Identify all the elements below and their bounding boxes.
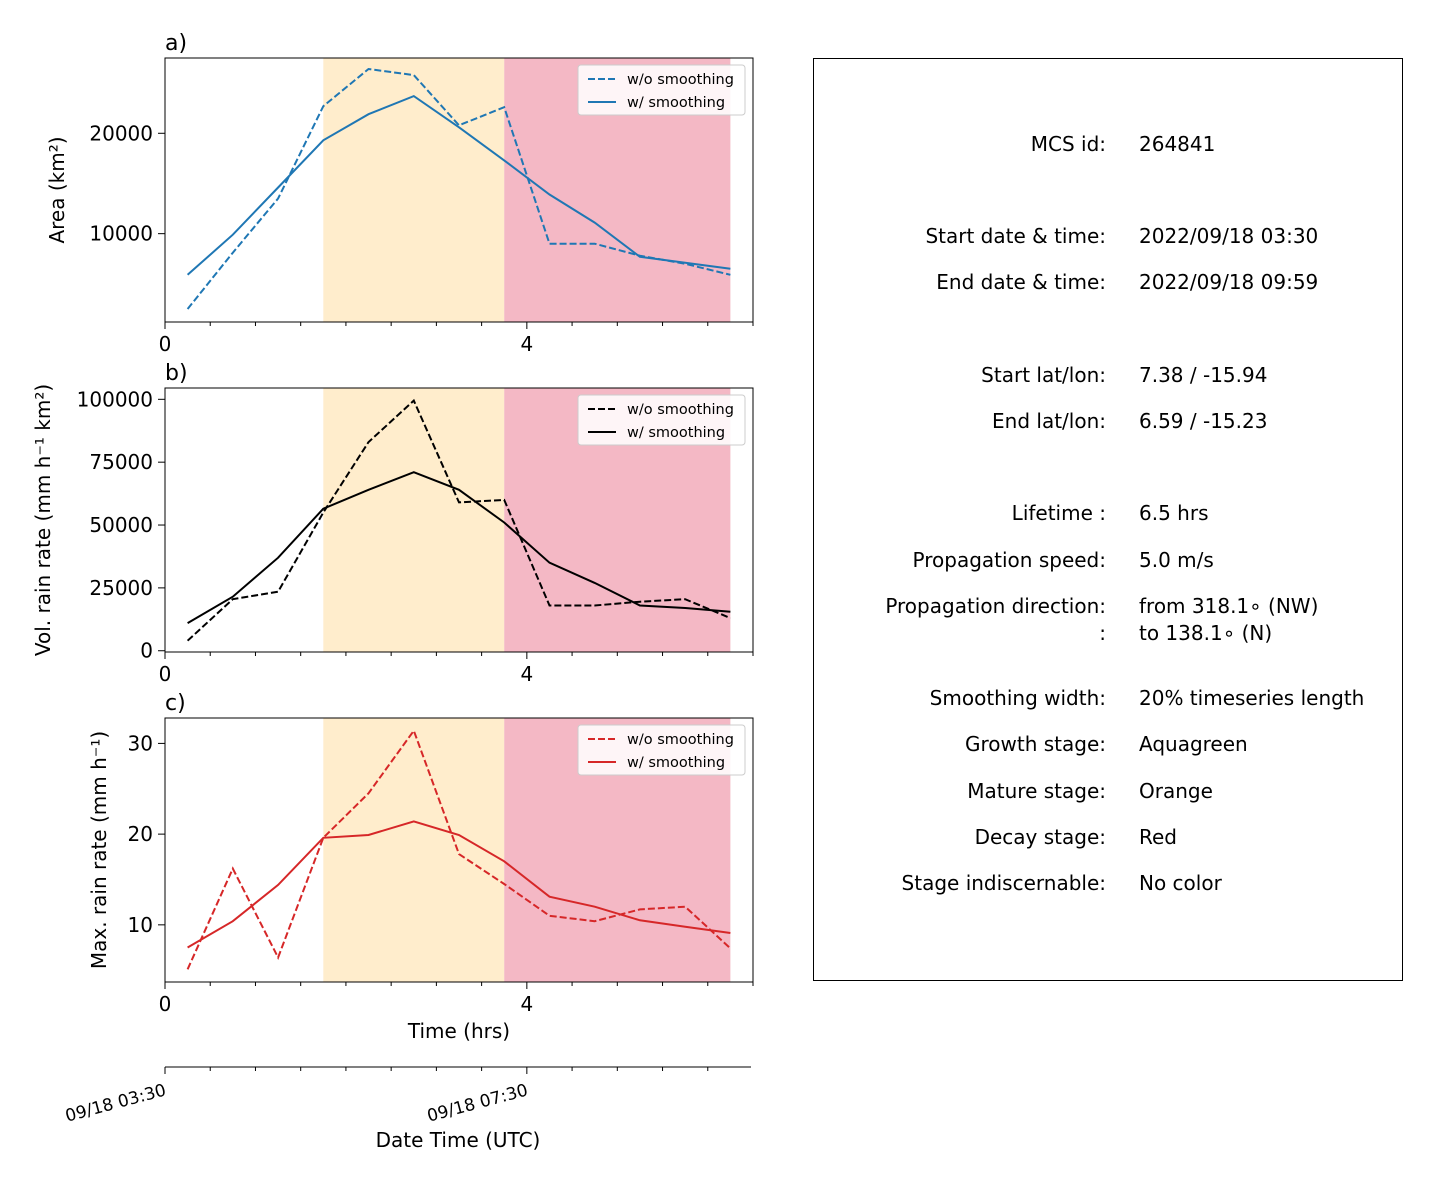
series-line-raw <box>186 728 732 970</box>
series-line-raw <box>186 398 731 642</box>
info-label: Stage indiscernable: <box>901 871 1106 895</box>
info-label: Propagation speed: <box>912 548 1106 572</box>
info-value: 6.59 / -15.23 <box>1139 409 1268 433</box>
legend-box <box>577 394 746 446</box>
info-label: Mature stage: <box>967 779 1106 803</box>
info-value: 2022/09/18 03:30 <box>1139 224 1319 248</box>
series-line-smoothed <box>186 94 731 276</box>
x-axis-label: Time (hrs) <box>407 1019 510 1043</box>
x-tick-label: 4 <box>520 662 533 686</box>
info-label: Smoothing width: <box>929 686 1106 710</box>
legend-label: w/o smoothing <box>627 732 734 748</box>
info-value: Orange <box>1139 779 1213 803</box>
y-axis-label: Max. rain rate (mm h⁻¹) <box>87 731 111 969</box>
y-tick-label: 25000 <box>89 576 153 600</box>
panel-tag: a) <box>165 31 187 56</box>
info-label: Growth stage: <box>964 732 1106 756</box>
info-value: 6.5 hrs <box>1139 501 1209 525</box>
info-label: Start lat/lon: <box>981 363 1106 387</box>
info-value: 5.0 m/s <box>1139 548 1214 572</box>
info-label: Start date & time: <box>925 224 1106 248</box>
info-value: 264841 <box>1139 132 1216 156</box>
info-value: Aquagreen <box>1139 732 1248 756</box>
x-tick-label: 4 <box>520 992 533 1016</box>
date-tick-label: 09/18 03:30 <box>63 1081 168 1127</box>
x-tick-label: 4 <box>520 332 533 356</box>
series-line-smoothed <box>187 820 731 949</box>
mature-stage-band <box>323 58 505 322</box>
legend-label: w/o smoothing <box>627 72 734 88</box>
legend-label: w/ smoothing <box>627 755 725 771</box>
series-line-smoothed <box>187 471 731 624</box>
y-axis-label: Area (km²) <box>45 136 69 243</box>
legend-label: w/o smoothing <box>627 402 734 418</box>
y-tick-label: 10 <box>128 913 153 937</box>
panel-a: 10000 20000 0 4 a) Area (km²) w/o smoothing w/ … <box>45 31 754 356</box>
y-tick-label: 20000 <box>89 121 153 145</box>
date-axis-label: Date Time (UTC) <box>376 1128 541 1152</box>
info-value: No color <box>1139 871 1222 895</box>
y-tick-label: 50000 <box>89 513 153 537</box>
info-label: : <box>1099 621 1106 645</box>
y-tick-label: 10000 <box>89 222 153 246</box>
y-tick-label: 20 <box>128 822 153 846</box>
info-value: Red <box>1139 825 1177 849</box>
info-label: Lifetime : <box>1011 501 1106 525</box>
x-tick-label: 0 <box>159 992 172 1016</box>
y-tick-label: 30 <box>128 731 153 755</box>
y-tick-label: 100000 <box>77 387 153 411</box>
legend-label: w/ smoothing <box>627 95 725 111</box>
panel-tag: b) <box>165 361 188 386</box>
info-label: Decay stage: <box>974 825 1106 849</box>
info-value: to 138.1∘ (N) <box>1139 621 1273 645</box>
info-label: End lat/lon: <box>992 409 1106 433</box>
mature-stage-band <box>323 718 505 982</box>
x-tick-label: 0 <box>159 662 172 686</box>
info-value: from 318.1∘ (NW) <box>1139 594 1319 618</box>
info-panel: MCS id: 264841 Start date & time: 2022/09/1… <box>813 58 1403 981</box>
legend-label: w/ smoothing <box>627 425 725 441</box>
legend-box <box>577 724 746 776</box>
info-value: 20% timeseries length <box>1139 686 1365 710</box>
info-value: 2022/09/18 09:59 <box>1139 270 1319 294</box>
axes-frame <box>164 387 754 653</box>
info-label: End date & time: <box>936 270 1106 294</box>
date-tick-label: 09/18 07:30 <box>425 1081 530 1127</box>
x-tick-label: 0 <box>159 332 172 356</box>
panel-b: 0 25000 50000 75000 100000 0 4 b) Vol. rain rate… <box>31 361 754 686</box>
axes-frame <box>164 57 754 323</box>
y-tick-label: 75000 <box>89 450 153 474</box>
info-label: Propagation direction: <box>885 594 1106 618</box>
axes-frame <box>164 717 754 983</box>
info-value: 7.38 / -15.94 <box>1139 363 1268 387</box>
y-tick-label: 0 <box>140 639 153 663</box>
y-axis-label: Vol. rain rate (mm h⁻¹ km²) <box>31 384 55 656</box>
panel-tag: c) <box>165 691 186 716</box>
panel-c: 10 20 30 0 4 c) Max. rain rate (mm h⁻¹) w/o smo… <box>87 691 754 1016</box>
legend-box <box>577 64 746 116</box>
mature-stage-band <box>323 388 505 652</box>
info-label: MCS id: <box>1030 132 1106 156</box>
